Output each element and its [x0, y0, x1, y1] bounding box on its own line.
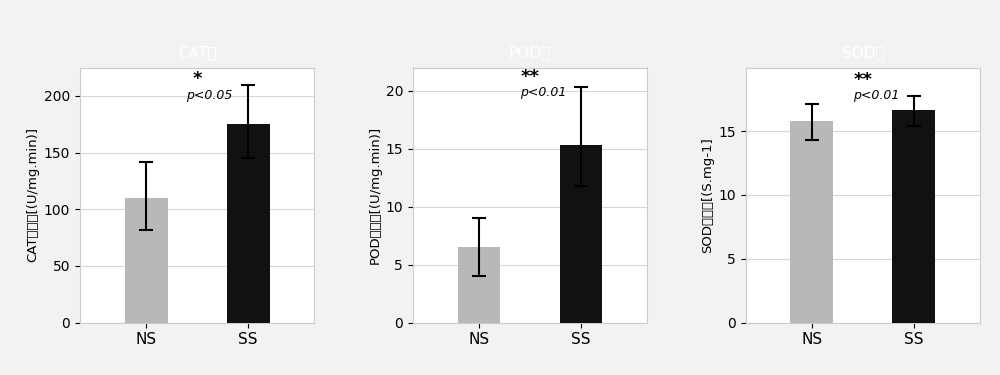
Y-axis label: SOD醂活性[(S.mg-1]: SOD醂活性[(S.mg-1]	[701, 137, 714, 253]
Text: p<0.05: p<0.05	[186, 89, 233, 102]
Text: p<0.01: p<0.01	[520, 87, 566, 99]
Bar	[458, 247, 500, 322]
Y-axis label: CAT醂活性[(U/mg.min)]: CAT醂活性[(U/mg.min)]	[27, 128, 40, 262]
Bar	[892, 110, 935, 322]
Text: p<0.01: p<0.01	[853, 89, 899, 102]
Bar	[125, 198, 168, 322]
Text: **: **	[853, 71, 872, 89]
Bar	[227, 124, 270, 322]
Bar	[790, 121, 833, 322]
Text: **: **	[520, 68, 540, 86]
Y-axis label: POD醂活性[(U/mg.min)]: POD醂活性[(U/mg.min)]	[368, 126, 381, 264]
Text: *: *	[192, 70, 202, 88]
Bar	[560, 145, 602, 322]
